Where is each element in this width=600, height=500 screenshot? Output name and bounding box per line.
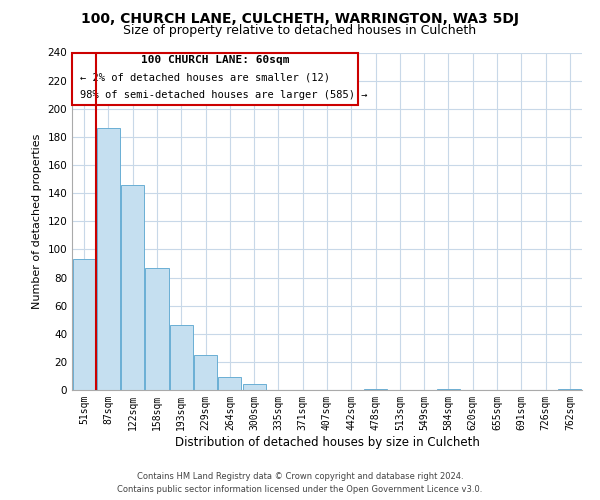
Bar: [194, 355, 217, 390]
Bar: [559, 388, 581, 390]
Y-axis label: Number of detached properties: Number of detached properties: [32, 134, 42, 309]
Bar: [364, 388, 387, 390]
Bar: [121, 184, 144, 390]
X-axis label: Distribution of detached houses by size in Culcheth: Distribution of detached houses by size …: [175, 436, 479, 448]
Bar: [73, 259, 95, 390]
Text: 98% of semi-detached houses are larger (585) →: 98% of semi-detached houses are larger (…: [80, 90, 367, 101]
Bar: [145, 268, 169, 390]
Text: Size of property relative to detached houses in Culcheth: Size of property relative to detached ho…: [124, 24, 476, 37]
Text: 100, CHURCH LANE, CULCHETH, WARRINGTON, WA3 5DJ: 100, CHURCH LANE, CULCHETH, WARRINGTON, …: [81, 12, 519, 26]
Bar: [242, 384, 266, 390]
Text: Contains HM Land Registry data © Crown copyright and database right 2024.
Contai: Contains HM Land Registry data © Crown c…: [118, 472, 482, 494]
Bar: [218, 378, 241, 390]
Bar: [170, 326, 193, 390]
Bar: [437, 388, 460, 390]
Text: ← 2% of detached houses are smaller (12): ← 2% of detached houses are smaller (12): [80, 72, 329, 83]
Bar: [97, 128, 120, 390]
Text: 100 CHURCH LANE: 60sqm: 100 CHURCH LANE: 60sqm: [140, 56, 289, 66]
FancyBboxPatch shape: [72, 52, 358, 105]
